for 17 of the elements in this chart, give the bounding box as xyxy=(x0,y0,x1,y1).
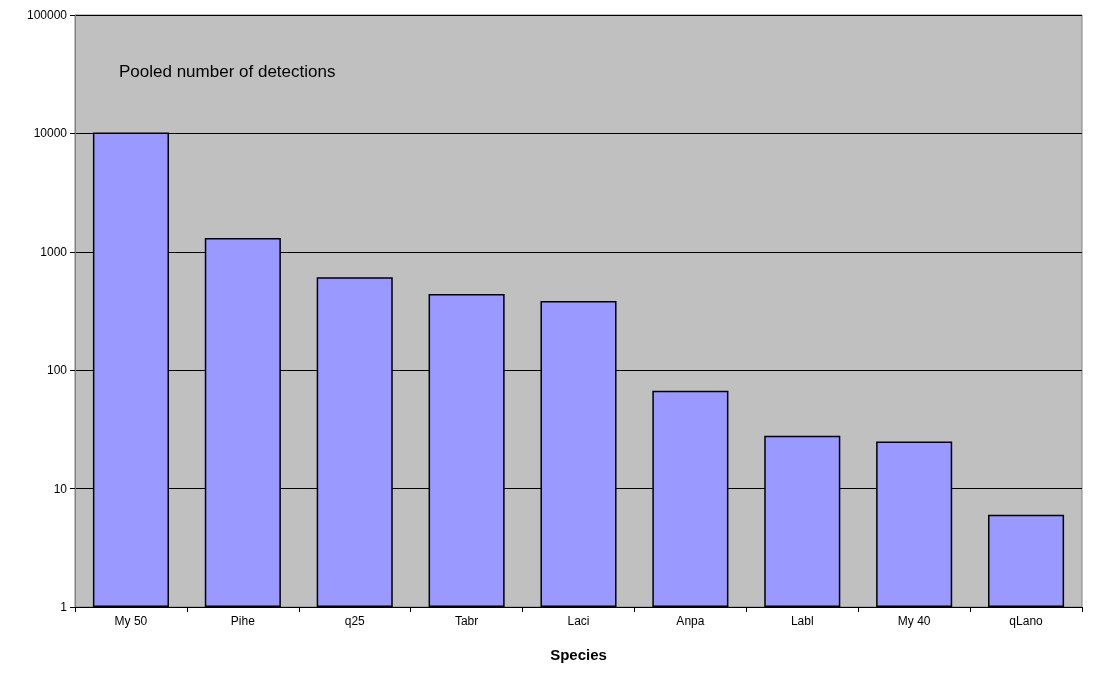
text: Pooled number of detections xyxy=(119,62,336,81)
x-tick-label: Laci xyxy=(567,614,590,628)
y-tick-label: 100000 xyxy=(26,8,68,22)
x-tick-label: My 50 xyxy=(114,614,148,628)
x-tick-label: Tabr xyxy=(454,614,479,628)
x-tick-label: Labl xyxy=(790,614,814,628)
x-axis-title: Species xyxy=(550,646,607,663)
y-tick-label: 1000 xyxy=(40,244,68,259)
x-tick-label: Pihe xyxy=(230,614,256,628)
y-tick-label: 100 xyxy=(46,363,68,378)
x-tick-label: Anpa xyxy=(676,614,705,628)
x-tick-label: qLano xyxy=(1009,614,1044,628)
x-tick-label: My 40 xyxy=(897,614,931,628)
x-tick-label: q25 xyxy=(344,614,366,628)
y-tick-label: 1 xyxy=(60,600,68,614)
y-tick-label: 10 xyxy=(53,481,68,496)
y-tick-label: 10000 xyxy=(33,126,68,141)
